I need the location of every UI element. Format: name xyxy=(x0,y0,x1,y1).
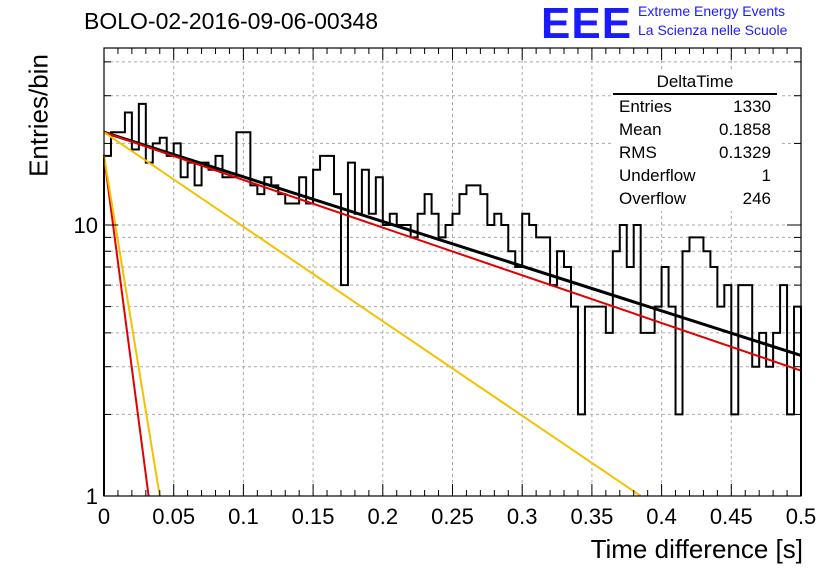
fit-curve-red xyxy=(103,155,150,497)
y-axis-label: Entries/bin xyxy=(23,54,54,177)
logo-subtitle-2: La Scienza nelle Scuole xyxy=(638,22,788,38)
y-tick-label: 1 xyxy=(86,484,98,509)
x-tick-label: 0.1 xyxy=(228,504,259,529)
stats-row-mean: Mean 0.1858 xyxy=(613,118,781,141)
y-tick-label: 10 xyxy=(74,213,98,238)
x-tick-label: 0 xyxy=(98,504,110,529)
stats-box-title: DeltaTime xyxy=(613,72,777,95)
axis-ticks xyxy=(103,48,802,497)
x-tick-label: 0.25 xyxy=(431,504,474,529)
logo-subtitle-1: Extreme Energy Events xyxy=(638,3,786,19)
stats-row-overflow: Overflow 246 xyxy=(613,187,781,210)
x-tick-label: 0.15 xyxy=(292,504,335,529)
fit-curve-red xyxy=(103,131,802,372)
stats-value: 0.1329 xyxy=(719,143,771,162)
fit-curve-yellow xyxy=(103,131,642,497)
x-tick-labels: 0 0.05 0.1 0.15 0.2 0.25 0.3 0.35 0.4 0.45 0.5 xyxy=(98,504,816,529)
eee-logo: EEE xyxy=(541,0,633,48)
x-tick-label: 0.3 xyxy=(507,504,538,529)
x-tick-label: 0.4 xyxy=(646,504,677,529)
stats-label: Overflow xyxy=(619,189,687,208)
x-axis-label: Time difference [s] xyxy=(590,534,803,564)
stats-label: Entries xyxy=(619,97,672,116)
x-tick-label: 0.5 xyxy=(786,504,817,529)
stats-row-underflow: Underflow 1 xyxy=(613,164,781,187)
stats-label: RMS xyxy=(619,143,657,162)
fit-curve-fit_slow xyxy=(103,130,802,357)
stats-label: Underflow xyxy=(619,166,696,185)
stats-value: 246 xyxy=(742,189,771,208)
histogram-title: BOLO-02-2016-09-06-00348 xyxy=(84,8,379,34)
stats-value: 0.1858 xyxy=(719,120,771,139)
fit-curves xyxy=(103,130,802,497)
histogram-step-line xyxy=(103,102,802,496)
stats-row-rms: RMS 0.1329 xyxy=(613,141,781,164)
stats-value: 1 xyxy=(761,166,771,185)
stats-row-entries: Entries 1330 xyxy=(613,95,781,118)
stats-value: 1330 xyxy=(733,97,771,116)
histogram xyxy=(103,102,802,496)
y-tick-labels: 1 10 xyxy=(74,213,98,509)
x-tick-label: 0.35 xyxy=(570,504,613,529)
stats-box: DeltaTime Entries 1330 Mean 0.1858 RMS 0… xyxy=(612,71,782,211)
x-tick-label: 0.2 xyxy=(368,504,399,529)
x-tick-label: 0.45 xyxy=(710,504,753,529)
fit-curve-yellow xyxy=(103,155,161,497)
stats-label: Mean xyxy=(619,120,662,139)
x-tick-label: 0.05 xyxy=(152,504,195,529)
